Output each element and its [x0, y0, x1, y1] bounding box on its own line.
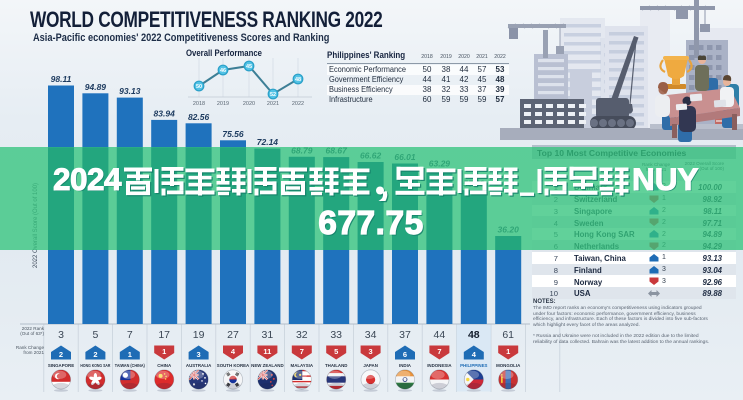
svg-text:19: 19 [193, 329, 205, 341]
svg-text:1: 1 [162, 347, 166, 356]
svg-text:48: 48 [295, 77, 301, 83]
svg-text:2022: 2022 [292, 101, 304, 107]
svg-text:AUSTRALIA: AUSTRALIA [186, 363, 212, 368]
svg-text:83.94: 83.94 [154, 108, 176, 118]
svg-text:2024: 2024 [54, 162, 123, 198]
svg-text:4: 4 [231, 347, 236, 356]
svg-text:INDIA: INDIA [399, 363, 412, 368]
svg-text:PHILIPPINES: PHILIPPINES [460, 363, 487, 368]
svg-text:MONGOLIA: MONGOLIA [496, 363, 521, 368]
svg-text:93.13: 93.13 [119, 86, 141, 96]
svg-text:SINGAPORE: SINGAPORE [48, 363, 74, 368]
svg-text:46: 46 [220, 68, 226, 74]
svg-text:NEW ZEALAND: NEW ZEALAND [251, 363, 283, 368]
svg-text:5: 5 [92, 329, 98, 341]
svg-text:52: 52 [270, 92, 276, 98]
svg-text:31: 31 [262, 329, 274, 341]
svg-text:INDONESIA: INDONESIA [427, 363, 452, 368]
svg-text:2019: 2019 [217, 101, 229, 107]
svg-text:98.11: 98.11 [51, 74, 72, 84]
svg-text:94.89: 94.89 [85, 82, 107, 92]
svg-text:6: 6 [403, 350, 407, 359]
svg-text:JAPAN: JAPAN [363, 363, 378, 368]
svg-text:1: 1 [128, 350, 132, 359]
svg-text:48: 48 [468, 329, 480, 341]
svg-text:17: 17 [158, 329, 170, 341]
svg-text:11: 11 [263, 347, 271, 356]
svg-text:27: 27 [227, 329, 239, 341]
svg-text:32: 32 [296, 329, 308, 341]
svg-text:2: 2 [93, 350, 97, 359]
svg-text:3: 3 [369, 347, 373, 356]
svg-text:4: 4 [472, 350, 477, 359]
svg-text:7: 7 [437, 347, 441, 356]
svg-text:37: 37 [399, 329, 411, 341]
svg-text:NUY: NUY [632, 161, 699, 197]
svg-text:3: 3 [197, 350, 201, 359]
svg-text:1: 1 [506, 347, 510, 356]
svg-text:2: 2 [59, 350, 63, 359]
svg-text:HONG KONG SAR: HONG KONG SAR [80, 363, 111, 368]
svg-text:NUY: NUY [633, 162, 700, 198]
svg-text:TAIWAN (CHINA): TAIWAN (CHINA) [115, 363, 145, 368]
svg-text:Overall Performance: Overall Performance [186, 48, 262, 58]
svg-text:61: 61 [502, 329, 514, 341]
svg-text:THAILAND: THAILAND [325, 363, 347, 368]
svg-text:2020: 2020 [243, 101, 255, 107]
svg-text:7: 7 [127, 329, 133, 341]
svg-text:2018: 2018 [193, 101, 205, 107]
svg-text:CHINA: CHINA [157, 363, 172, 368]
svg-text:5: 5 [334, 347, 338, 356]
svg-text:3: 3 [58, 329, 64, 341]
svg-text:72.14: 72.14 [257, 137, 279, 147]
svg-text:34: 34 [365, 329, 377, 341]
svg-text:45: 45 [246, 64, 252, 70]
svg-text:50: 50 [196, 84, 202, 90]
svg-text:2024: 2024 [53, 161, 122, 197]
svg-text:2021: 2021 [267, 101, 279, 107]
svg-text:44: 44 [434, 329, 446, 341]
svg-text:7: 7 [300, 347, 304, 356]
svg-text:82.56: 82.56 [188, 112, 210, 122]
svg-text:MALAYSIA: MALAYSIA [291, 363, 314, 368]
svg-text:75.56: 75.56 [222, 129, 244, 139]
svg-text:677.75: 677.75 [318, 205, 423, 242]
svg-text:SOUTH KOREA: SOUTH KOREA [217, 363, 250, 368]
svg-text:677.75: 677.75 [320, 206, 425, 243]
svg-text:33: 33 [330, 329, 342, 341]
